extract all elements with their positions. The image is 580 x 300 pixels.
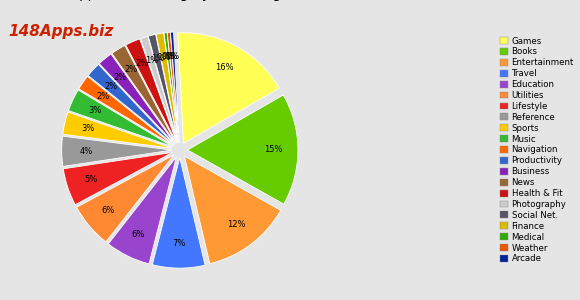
Text: 1%: 1% <box>151 54 164 63</box>
Wedge shape <box>140 36 177 142</box>
Text: 2%: 2% <box>136 59 149 68</box>
Wedge shape <box>184 156 281 264</box>
Text: 12%: 12% <box>227 220 245 230</box>
Wedge shape <box>61 136 172 167</box>
Wedge shape <box>112 46 176 143</box>
Text: 3%: 3% <box>88 106 102 115</box>
Text: 5%: 5% <box>84 175 97 184</box>
Text: 7%: 7% <box>172 239 186 248</box>
Text: 2%: 2% <box>104 82 118 91</box>
Text: 4%: 4% <box>79 146 93 155</box>
Wedge shape <box>79 76 173 146</box>
Wedge shape <box>63 112 172 148</box>
Wedge shape <box>148 34 178 142</box>
Wedge shape <box>171 32 179 142</box>
Legend: Games, Books, Entertainment, Travel, Education, Utilities, Lifestyle, Reference,: Games, Books, Entertainment, Travel, Edu… <box>499 35 576 265</box>
Wedge shape <box>126 39 177 143</box>
Wedge shape <box>164 33 179 142</box>
Text: 0%: 0% <box>162 52 175 61</box>
Wedge shape <box>99 54 175 144</box>
Text: 6%: 6% <box>132 230 145 239</box>
Wedge shape <box>108 157 176 264</box>
Text: 0%: 0% <box>164 52 177 61</box>
Text: 16%: 16% <box>215 63 234 72</box>
Wedge shape <box>177 33 279 143</box>
Text: 3%: 3% <box>82 124 95 133</box>
Wedge shape <box>153 158 205 268</box>
Wedge shape <box>63 152 172 205</box>
Wedge shape <box>167 32 179 142</box>
Wedge shape <box>88 64 174 145</box>
Title: Application Category Percentage: Application Category Percentage <box>70 0 289 1</box>
Wedge shape <box>156 33 179 142</box>
Text: 1%: 1% <box>157 53 171 62</box>
Text: 2%: 2% <box>124 65 137 74</box>
Wedge shape <box>187 95 298 204</box>
Text: 6%: 6% <box>102 206 115 215</box>
Wedge shape <box>77 155 174 242</box>
Text: 2%: 2% <box>96 92 110 101</box>
Wedge shape <box>68 90 173 147</box>
Text: 2%: 2% <box>114 73 127 82</box>
Text: 15%: 15% <box>264 145 283 154</box>
Text: 0%: 0% <box>167 52 180 61</box>
Text: 148Apps.biz: 148Apps.biz <box>9 24 114 39</box>
Text: 1%: 1% <box>145 56 158 65</box>
